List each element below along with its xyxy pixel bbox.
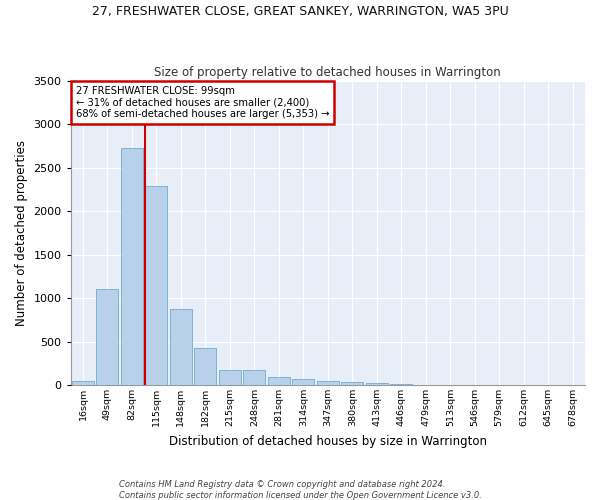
Text: 27, FRESHWATER CLOSE, GREAT SANKEY, WARRINGTON, WA5 3PU: 27, FRESHWATER CLOSE, GREAT SANKEY, WARR… bbox=[92, 5, 508, 18]
Bar bbox=[170, 308, 192, 385]
Bar bbox=[194, 348, 217, 385]
Bar bbox=[244, 370, 265, 385]
Bar bbox=[145, 186, 167, 385]
Bar bbox=[268, 377, 290, 385]
Bar bbox=[366, 384, 388, 385]
Bar bbox=[268, 377, 290, 385]
Y-axis label: Number of detached properties: Number of detached properties bbox=[15, 140, 28, 326]
Bar bbox=[317, 380, 339, 385]
Bar bbox=[121, 148, 143, 385]
Bar bbox=[292, 380, 314, 385]
Bar bbox=[72, 380, 94, 385]
Bar bbox=[366, 384, 388, 385]
Text: 27 FRESHWATER CLOSE: 99sqm
← 31% of detached houses are smaller (2,400)
68% of s: 27 FRESHWATER CLOSE: 99sqm ← 31% of deta… bbox=[76, 86, 329, 119]
Bar bbox=[97, 290, 118, 385]
Bar bbox=[97, 290, 118, 385]
Bar bbox=[317, 380, 339, 385]
X-axis label: Distribution of detached houses by size in Warrington: Distribution of detached houses by size … bbox=[169, 434, 487, 448]
Bar bbox=[194, 348, 217, 385]
Bar bbox=[170, 308, 192, 385]
Bar bbox=[219, 370, 241, 385]
Text: Contains HM Land Registry data © Crown copyright and database right 2024.
Contai: Contains HM Land Registry data © Crown c… bbox=[119, 480, 481, 500]
Title: Size of property relative to detached houses in Warrington: Size of property relative to detached ho… bbox=[154, 66, 501, 78]
Bar bbox=[341, 382, 364, 385]
Bar bbox=[292, 380, 314, 385]
Bar bbox=[341, 382, 364, 385]
Bar bbox=[219, 370, 241, 385]
Bar bbox=[391, 384, 412, 385]
Bar bbox=[72, 380, 94, 385]
Bar bbox=[391, 384, 412, 385]
Bar bbox=[121, 148, 143, 385]
Bar bbox=[145, 186, 167, 385]
Bar bbox=[244, 370, 265, 385]
